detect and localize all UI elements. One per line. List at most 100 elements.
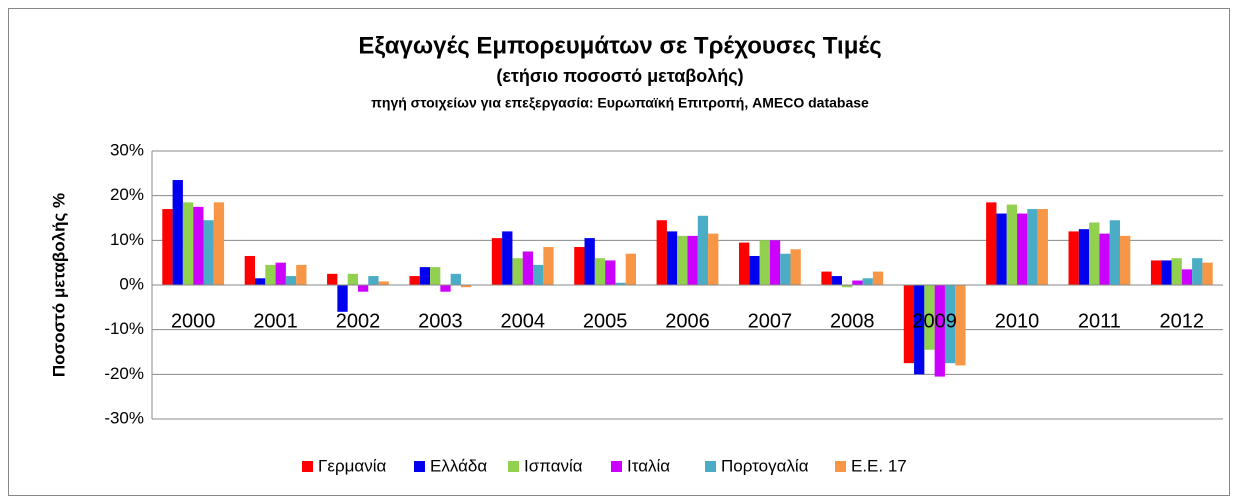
chart-subtitle: (ετήσιο ποσοστό μεταβολής) — [496, 66, 743, 86]
bar — [749, 255, 760, 285]
bar — [1202, 262, 1213, 285]
bar — [1181, 269, 1193, 285]
y-tick-label: -30% — [104, 408, 144, 427]
bar — [409, 276, 420, 285]
legend-label: Ισπανία — [524, 456, 583, 475]
bar — [1068, 231, 1079, 285]
y-tick-label: 20% — [110, 185, 144, 204]
bar — [1161, 260, 1172, 285]
y-tick-label: -10% — [104, 319, 144, 338]
bar — [769, 240, 781, 285]
x-tick-label: 2001 — [253, 310, 298, 332]
bar — [172, 180, 183, 285]
bar — [512, 258, 523, 285]
y-tick-label: 0% — [119, 274, 144, 293]
bar — [625, 253, 637, 285]
bar — [605, 260, 616, 285]
x-tick-label: 2008 — [830, 310, 875, 332]
bar — [1109, 220, 1121, 285]
bar — [265, 264, 276, 285]
bar — [944, 285, 956, 364]
bar — [337, 285, 348, 312]
bar — [1027, 209, 1038, 285]
bar — [368, 276, 379, 285]
bar — [430, 267, 441, 285]
bar — [821, 271, 832, 285]
bar — [543, 247, 554, 285]
bar — [162, 209, 173, 285]
x-tick-label: 2010 — [995, 310, 1040, 332]
y-tick-label: 10% — [110, 230, 144, 249]
legend-label: Πορτογαλία — [721, 456, 809, 475]
bar — [285, 276, 297, 285]
bar — [203, 220, 214, 285]
chart-title: Εξαγωγές Εμπορευμάτων σε Τρέχουσες Τιμές — [358, 32, 881, 59]
bar — [419, 267, 431, 285]
bar — [275, 262, 286, 285]
bar — [872, 271, 884, 285]
bar — [1078, 229, 1090, 285]
bar — [574, 247, 585, 285]
bar — [1037, 209, 1048, 285]
bar — [996, 213, 1007, 285]
bar — [1017, 213, 1028, 285]
bar — [841, 285, 853, 288]
x-tick-label: 2006 — [665, 310, 710, 332]
bar — [502, 231, 513, 285]
bar — [296, 264, 307, 285]
bar — [357, 285, 369, 292]
bar — [903, 285, 915, 364]
legend-label: Ε.Ε. 17 — [851, 456, 907, 475]
legend-label: Γερμανία — [318, 456, 387, 475]
bar — [378, 281, 389, 285]
bar — [708, 233, 719, 285]
x-tick-label: 2004 — [500, 310, 545, 332]
bar — [955, 285, 966, 366]
x-tick-label: 2011 — [1078, 310, 1121, 332]
bar — [491, 238, 503, 285]
bar — [1006, 204, 1018, 285]
bar — [666, 231, 678, 285]
bar — [862, 278, 873, 285]
bar — [460, 285, 472, 288]
bar — [677, 235, 688, 285]
bar — [1089, 222, 1100, 285]
x-tick-label: 2000 — [171, 310, 216, 332]
legend-swatch — [302, 461, 313, 472]
bar — [986, 202, 997, 285]
bar — [584, 238, 595, 285]
bar — [182, 202, 194, 285]
y-tick-label: -20% — [104, 364, 144, 383]
chart-source: πηγή στοιχείων για επεξεργασία: Ευρωπαϊκ… — [371, 95, 869, 111]
legend-swatch — [835, 461, 846, 472]
x-tick-label: 2012 — [1160, 310, 1205, 332]
bar — [697, 215, 709, 285]
bar — [831, 276, 842, 285]
bar — [327, 273, 338, 285]
bar — [1192, 258, 1203, 285]
bar — [347, 273, 358, 285]
bar — [790, 249, 801, 285]
bar — [934, 285, 945, 377]
bar — [914, 285, 925, 375]
x-tick-label: 2003 — [418, 310, 463, 332]
bar — [924, 285, 935, 350]
bar — [615, 282, 626, 285]
bar — [254, 278, 266, 285]
bar — [533, 264, 544, 285]
bar — [244, 255, 255, 285]
bar — [213, 202, 225, 285]
legend-swatch — [611, 461, 622, 472]
bar — [656, 220, 667, 285]
x-tick-label: 2005 — [583, 310, 628, 332]
legend-label: Ελλάδα — [430, 456, 487, 475]
legend-swatch — [508, 461, 519, 472]
bar — [193, 206, 204, 285]
legend-swatch — [414, 461, 425, 472]
x-tick-label: 2002 — [336, 310, 381, 332]
x-tick-label: 2007 — [748, 310, 793, 332]
legend-label: Ιταλία — [627, 456, 670, 475]
y-tick-label: 30% — [110, 140, 144, 159]
bar — [450, 273, 461, 285]
